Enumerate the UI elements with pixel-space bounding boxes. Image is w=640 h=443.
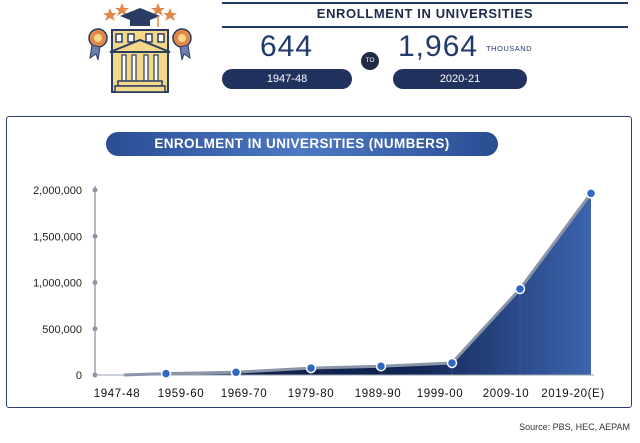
header-top-rule: [222, 2, 628, 4]
university-building-graduation-icon: [88, 3, 192, 93]
source-note: Source: PBS, HEC, AEPAM: [519, 422, 630, 432]
header-section: ENROLLMENT IN UNIVERSITIES 644 TO 1,964 …: [0, 0, 640, 110]
enrolment-area: [124, 193, 591, 375]
data-point: [305, 362, 317, 374]
data-point: [514, 283, 526, 295]
header-bottom-rule: [222, 26, 628, 28]
to-year-pill: 2020-21: [393, 69, 527, 89]
header-title: ENROLLMENT IN UNIVERSITIES: [316, 6, 534, 21]
y-tick-mark: [92, 233, 98, 239]
from-value: 644: [260, 30, 314, 63]
x-tick-label: 2019-20(E): [541, 388, 605, 400]
x-tick-label: 2009-10: [483, 388, 529, 400]
x-tick-label: 1979-80: [288, 388, 334, 400]
data-point: [446, 357, 458, 369]
data-point: [160, 368, 172, 379]
data-point: [585, 188, 597, 199]
to-value: 1,964: [398, 30, 479, 63]
x-tick-label: 1959-60: [158, 388, 204, 400]
x-tick-label: 1969-70: [221, 388, 267, 400]
enrolment-line: [123, 192, 593, 377]
data-point: [230, 366, 242, 378]
x-tick-label: 1999-00: [417, 388, 463, 400]
from-year-pill: 1947-48: [222, 69, 352, 89]
y-tick-mark: [92, 280, 98, 285]
y-tick-label: 1,000,000: [33, 278, 82, 290]
y-tick-label: 500,000: [42, 324, 82, 336]
y-tick-label: 2,000,000: [33, 185, 82, 197]
x-tick-label: 1947-48: [94, 388, 140, 400]
to-badge: TO: [361, 52, 379, 70]
x-tick-label: 1989-90: [355, 388, 401, 400]
y-tick-label: 1,500,000: [33, 231, 82, 243]
data-point: [375, 360, 387, 372]
y-tick-mark: [92, 187, 98, 193]
chart-title: ENROLMENT IN UNIVERSITIES (NUMBERS): [106, 132, 498, 156]
y-tick-label: 0: [76, 370, 82, 382]
unit-label: THOUSAND: [486, 44, 533, 53]
y-tick-mark: [92, 326, 98, 332]
